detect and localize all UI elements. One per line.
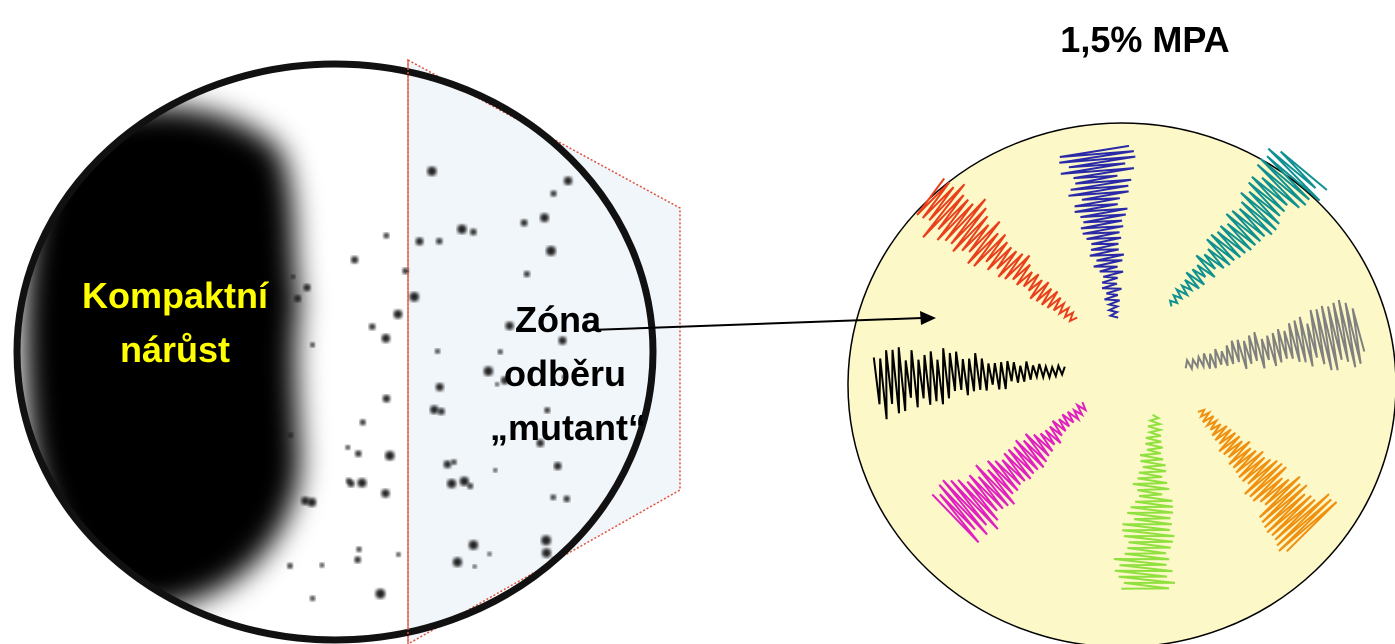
colony [381,489,390,498]
colony [381,334,390,343]
colony [457,224,467,234]
colony [524,271,530,277]
colony [550,494,556,500]
colony [307,498,316,507]
colony [495,382,499,386]
colony [357,478,366,487]
colony [473,564,477,568]
colony [564,177,573,186]
colony [551,191,557,197]
colony [310,596,315,601]
colony [430,405,439,414]
colony [484,366,494,376]
colony [447,479,456,488]
colony [546,246,556,256]
compact-label: nárůst [120,329,230,370]
colony [541,535,551,545]
colony [436,238,442,244]
zone-label: odběru [504,353,626,394]
colony [416,237,424,245]
colony [554,462,562,470]
diagram: Kompaktní nárůst Zóna odběru „mutant“ 1,… [0,0,1395,644]
colony [303,284,310,291]
colony [505,322,514,331]
colony [493,468,497,472]
colony [469,540,479,550]
colony [563,496,570,503]
title: 1,5% MPA [1060,19,1229,60]
colony [451,459,457,465]
colony [444,460,452,468]
colony [346,478,352,484]
colony [288,433,293,438]
colony [383,233,389,239]
colony [345,445,350,450]
colony [521,219,528,226]
colony [291,275,295,279]
colony [540,213,549,222]
colony [438,408,445,415]
zone-label: Zóna [515,299,602,340]
colony [375,589,385,599]
colony [383,395,391,403]
colony [427,167,436,176]
colony [460,477,469,486]
colony [396,552,401,557]
colony [470,229,477,236]
colony [393,310,402,319]
compact-label: Kompaktní [82,275,269,316]
colony [487,552,491,556]
colony [355,450,362,457]
colony [435,349,440,354]
colony [287,563,293,569]
colony [409,292,419,302]
colony [356,547,361,552]
colony [436,383,444,391]
zone-label: „mutant“ [490,407,646,448]
colony [354,556,361,563]
colony [453,557,462,566]
colony [351,256,358,263]
colony [360,419,366,425]
colony [369,323,376,330]
colony [294,295,301,302]
colony [320,563,325,568]
colony [385,451,395,461]
colony [310,342,315,347]
colony [498,349,503,354]
colony [542,548,551,557]
